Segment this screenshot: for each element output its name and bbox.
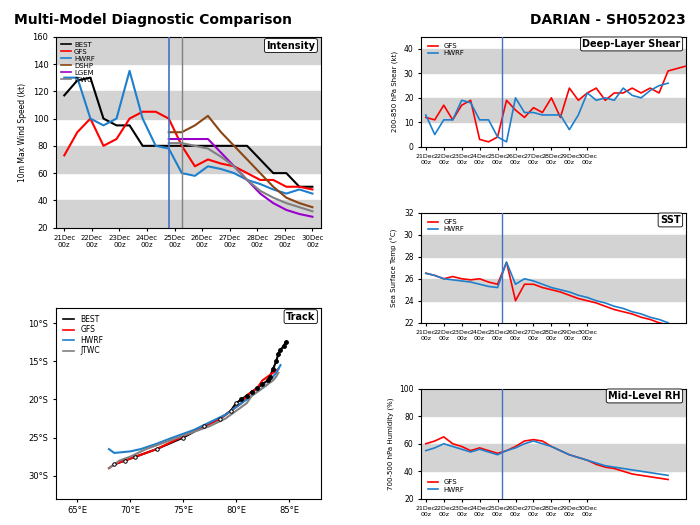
Legend: GFS, HWRF: GFS, HWRF [425,476,467,495]
Legend: GFS, HWRF: GFS, HWRF [425,216,467,235]
Y-axis label: 200-850 hPa Shear (kt): 200-850 hPa Shear (kt) [392,51,398,132]
Legend: BEST, GFS, HWRF, JTWC: BEST, GFS, HWRF, JTWC [60,312,106,359]
Bar [421,388,686,416]
Bar [56,91,321,119]
Legend: BEST, GFS, HWRF, DSHP, LGEM, JTWC: BEST, GFS, HWRF, DSHP, LGEM, JTWC [60,40,97,84]
Bar [56,37,321,64]
Bar [421,444,686,471]
Bar [421,279,686,301]
Bar [56,146,321,173]
Bar [421,98,686,122]
Text: Track: Track [286,312,316,322]
Text: DARIAN - SH052023: DARIAN - SH052023 [531,13,686,27]
Legend: GFS, HWRF: GFS, HWRF [425,40,467,59]
Y-axis label: 10m Max Wind Speed (kt): 10m Max Wind Speed (kt) [18,82,27,182]
Y-axis label: Sea Surface Temp (°C): Sea Surface Temp (°C) [391,228,398,307]
Bar [56,201,321,228]
Y-axis label: 700-500 hPa Humidity (%): 700-500 hPa Humidity (%) [387,397,393,490]
Text: Deep-Layer Shear: Deep-Layer Shear [582,39,680,49]
Text: Multi-Model Diagnostic Comparison: Multi-Model Diagnostic Comparison [14,13,292,27]
Text: SST: SST [660,215,680,225]
Text: Intensity: Intensity [267,40,316,50]
Text: Mid-Level RH: Mid-Level RH [608,391,680,401]
Bar [421,235,686,257]
Bar [421,49,686,74]
